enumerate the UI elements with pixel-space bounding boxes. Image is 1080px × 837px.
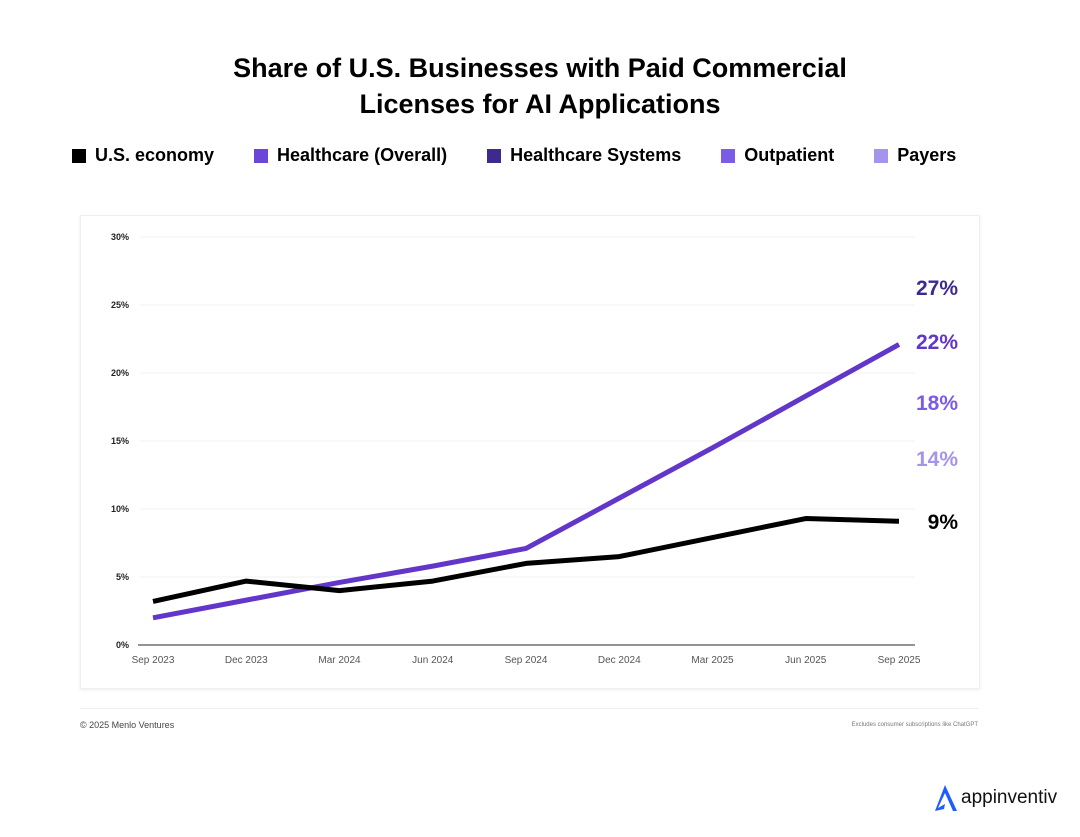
legend-label: Outpatient [744, 145, 835, 165]
legend-item-healthcare-systems: Healthcare Systems [487, 145, 681, 166]
legend-swatch [874, 148, 889, 163]
title-line-1: Share of U.S. Businesses with Paid Comme… [233, 53, 847, 83]
x-tick-label: Mar 2025 [691, 655, 734, 666]
legend-item-payers: Payers [874, 145, 956, 166]
title-line-2: Licenses for AI Applications [359, 89, 721, 119]
chart-title: Share of U.S. Businesses with Paid Comme… [0, 50, 1080, 122]
y-tick-label: 15% [111, 436, 129, 446]
x-tick-label: Mar 2024 [318, 655, 361, 666]
logo-text: appinventiv [961, 787, 1058, 808]
x-tick-label: Jun 2025 [785, 655, 827, 666]
end-value-label: 18% [916, 392, 958, 415]
legend-swatch [487, 148, 502, 163]
end-value-label: 9% [928, 511, 959, 534]
x-tick-label: Dec 2023 [225, 655, 268, 666]
y-tick-label: 30% [111, 232, 129, 242]
y-tick-label: 25% [111, 300, 129, 310]
footer-divider [80, 708, 978, 709]
x-tick-label: Sep 2023 [132, 655, 175, 666]
x-tick-label: Sep 2025 [878, 655, 921, 666]
legend-label: U.S. economy [95, 145, 215, 165]
y-tick-label: 5% [116, 572, 129, 582]
legend-swatch [721, 148, 736, 163]
x-tick-label: Jun 2024 [412, 655, 454, 666]
legend-item-outpatient: Outpatient [721, 145, 834, 166]
chart-panel [80, 215, 980, 689]
source-text: © 2025 Menlo Ventures [80, 720, 175, 730]
legend-swatch [72, 148, 86, 163]
y-tick-label: 10% [111, 504, 129, 514]
legend: U.S. economy Healthcare (Overall) Health… [72, 145, 996, 166]
series-line-healthcare-overall- [152, 342, 901, 621]
legend-label: Payers [897, 145, 957, 165]
legend-label: Healthcare Systems [510, 145, 682, 165]
end-value-label: 22% [916, 331, 958, 354]
end-value-label: 27% [916, 277, 958, 300]
y-tick-label: 0% [116, 640, 129, 650]
x-tick-label: Dec 2024 [598, 655, 641, 666]
series-line-u-s-economy [152, 516, 900, 604]
logo-mark-icon [935, 785, 957, 811]
legend-item-us-economy: U.S. economy [72, 145, 214, 166]
end-value-label: 14% [916, 448, 958, 471]
appinventiv-logo: appinventiv [932, 784, 1057, 812]
legend-swatch [254, 148, 269, 163]
legend-label: Healthcare (Overall) [277, 145, 448, 165]
legend-item-healthcare-overall: Healthcare (Overall) [254, 145, 447, 166]
footnote-text: Excludes consumer subscriptions like Cha… [851, 722, 978, 728]
y-tick-label: 20% [111, 368, 129, 378]
x-tick-label: Sep 2024 [505, 655, 548, 666]
